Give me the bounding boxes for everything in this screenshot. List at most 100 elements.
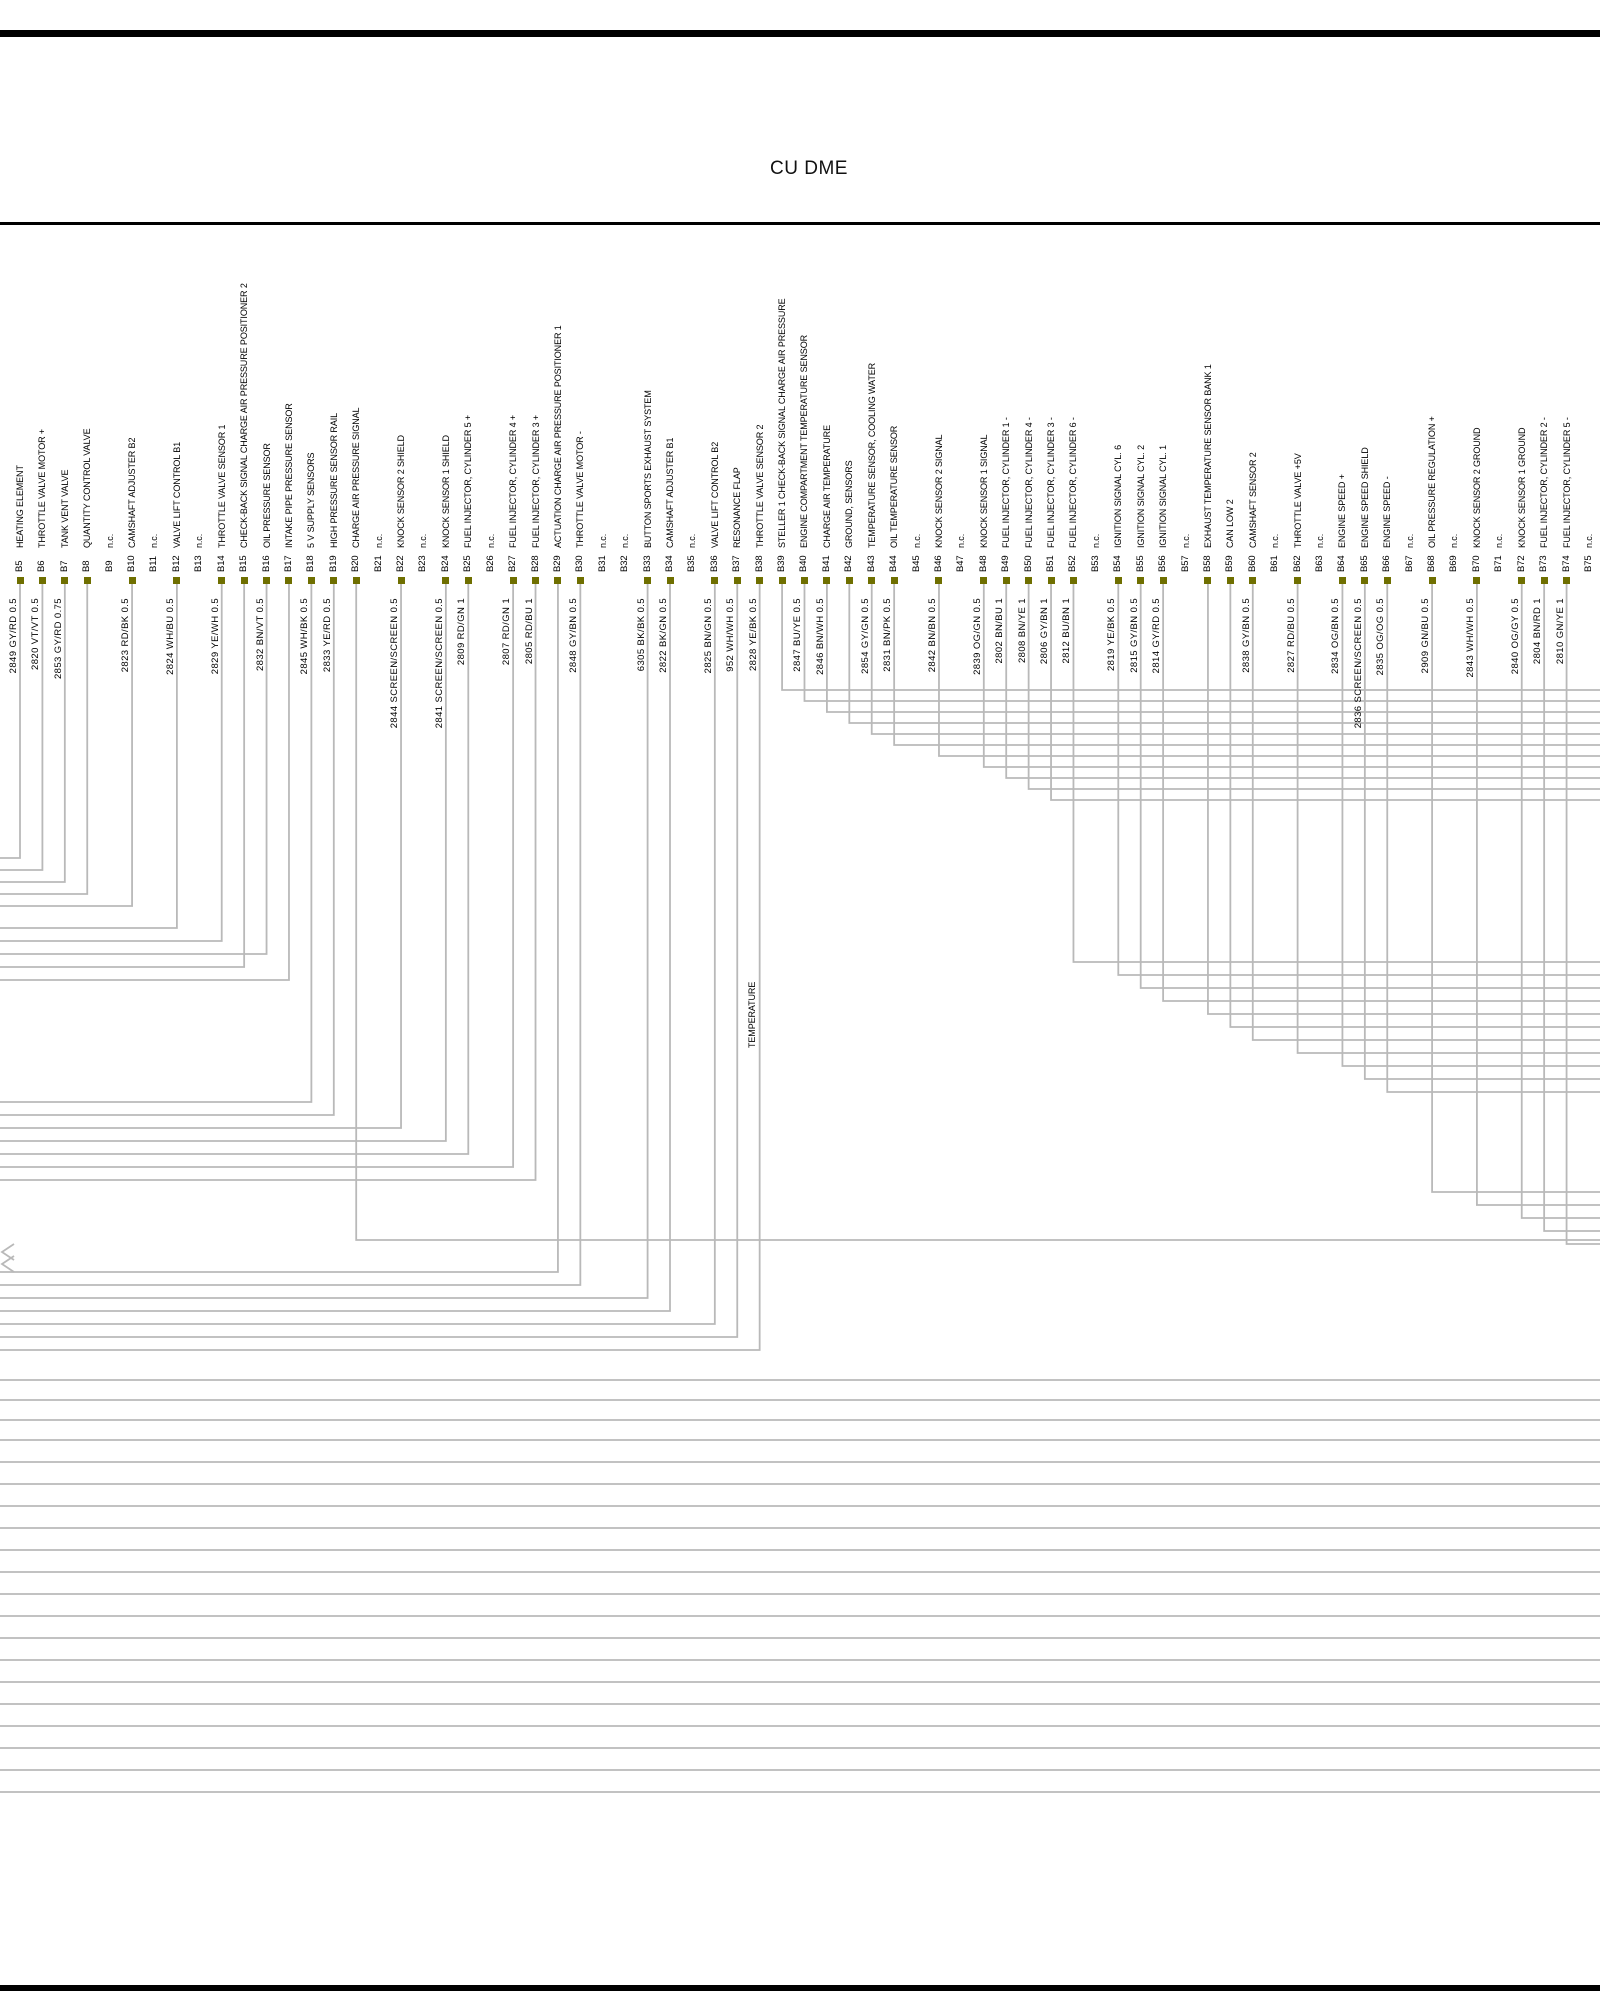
pin-description: n.c. [1090, 533, 1101, 548]
pin-id: B20 [350, 555, 362, 572]
wire-line [0, 584, 290, 981]
wire-line [1072, 584, 1600, 963]
pin-terminal-square [1204, 577, 1212, 584]
wire-line [0, 584, 89, 895]
pin-description: KNOCK SENSOR 1 GROUND [1516, 427, 1527, 548]
wire-line [0, 584, 21, 859]
pin-id: B55 [1134, 555, 1146, 572]
pin-id: B74 [1560, 555, 1572, 572]
pin-id: B16 [260, 555, 272, 572]
pin-id: B48 [977, 555, 989, 572]
pin-description: n.c. [104, 533, 115, 548]
temperature-annotation: TEMPERATURE [747, 981, 757, 1048]
pin-description: FUEL INJECTOR, CYLINDER 5 - [1561, 417, 1572, 548]
wire-line [1050, 584, 1600, 801]
pin-description: FUEL INJECTOR, CYLINDER 3 - [1046, 417, 1057, 548]
wire-line [0, 584, 246, 968]
wire-line [982, 584, 1600, 768]
wire-label: 2844 SCREEN/SCREEN 0.5 [389, 598, 401, 729]
pin-id: B45 [910, 555, 922, 572]
pin-id: B67 [1403, 555, 1415, 572]
pin-id: B23 [417, 555, 429, 572]
wire-line [0, 584, 223, 942]
pin-description: CHARGE AIR PRESSURE SIGNAL [351, 407, 362, 548]
pin-description: OIL TEMPERATURE SENSOR [889, 425, 900, 548]
pin-id: B59 [1224, 555, 1236, 572]
pin-description: ENGINE SPEED SHIELD [1359, 447, 1370, 548]
wire-line [0, 584, 582, 1286]
wire-label: 2802 BN/BU 1 [994, 598, 1006, 664]
pin-description: THROTTLE VALVE SENSOR 2 [754, 424, 765, 548]
pin-id: B65 [1358, 555, 1370, 572]
pin-id: B14 [215, 555, 227, 572]
pin-description: CHECK-BACK SIGNAL CHARGE AIR PRESSURE PO… [239, 283, 250, 548]
wire-label: 2833 YE/RD 0.5 [321, 598, 333, 673]
pin-id: B8 [81, 560, 93, 572]
wire-line [0, 584, 761, 1351]
pin-description: n.c. [149, 533, 160, 548]
pin-description: STELLER 1 CHECK-BACK SIGNAL CHARGE AIR P… [777, 298, 788, 548]
wire-line [1543, 584, 1600, 1232]
wire-label: 2841 SCREEN/SCREEN 0.5 [433, 598, 445, 729]
pin-description: FUEL INJECTOR, CYLINDER 2 - [1539, 417, 1550, 548]
pin-description: VALVE LIFT CONTROL B1 [171, 441, 182, 548]
wire-line [1117, 584, 1600, 976]
pin-id: B21 [372, 555, 384, 572]
wire-label: 2846 BN/WH 0.5 [814, 598, 826, 675]
pin-description: IGNITION SIGNAL CYL. 1 [1158, 445, 1169, 548]
pin-terminal-square [464, 577, 472, 584]
wire-line [1565, 584, 1600, 1245]
pin-id: B53 [1089, 555, 1101, 572]
pin-terminal-square [1002, 577, 1010, 584]
top-rule [0, 30, 1600, 37]
wire-line [870, 584, 1600, 735]
pin-terminal-square [935, 577, 943, 584]
pin-terminal-square [1473, 577, 1481, 584]
wire-line [1431, 584, 1600, 1193]
pin-terminal-square [1294, 577, 1302, 584]
wire-label: 2854 GY/GN 0.5 [859, 598, 871, 674]
pin-terminal-square [1361, 577, 1369, 584]
wire-line [0, 584, 537, 1181]
wire-label: 2809 RD/GN 1 [456, 598, 468, 666]
pin-id: B34 [664, 555, 675, 572]
pin-id: B18 [305, 555, 317, 572]
wire-label: 2805 RD/BU 1 [523, 598, 535, 665]
pin-terminal-square [16, 577, 24, 584]
pin-terminal-square [1114, 577, 1122, 584]
wire-label: 2849 GY/RD 0.5 [8, 598, 19, 674]
wire-label: 2842 BN/BN 0.5 [926, 598, 938, 673]
pin-id: B6 [36, 560, 48, 572]
pin-description: CAMSHAFT ADJUSTER B2 [127, 437, 138, 548]
pin-terminal-square [1159, 577, 1167, 584]
pin-terminal-square [554, 577, 562, 584]
pin-id: B30 [574, 555, 586, 572]
pin-terminal-square [733, 577, 741, 584]
wire-label: 2848 GY/BN 0.5 [568, 598, 580, 673]
pin-description: FUEL INJECTOR, CYLINDER 4 + [508, 414, 519, 548]
wire-line [1296, 584, 1600, 1054]
wire-line [0, 584, 268, 955]
pin-terminal-square [38, 577, 46, 584]
pin-id: B40 [798, 555, 810, 572]
wire-line [0, 584, 313, 1103]
pin-description: n.c. [373, 533, 384, 548]
pin-id: B50 [1022, 555, 1034, 572]
pin-description: IGNITION SIGNAL CYL. 6 [1113, 445, 1124, 548]
pin-description: KNOCK SENSOR 2 GROUND [1471, 427, 1482, 548]
pin-description: n.c. [911, 533, 922, 548]
pin-description: CAN LOW 2 [1225, 499, 1236, 548]
pin-id: B60 [1246, 555, 1258, 572]
wire-label: 2804 BN/RD 1 [1532, 598, 1544, 665]
pin-terminal-square [756, 577, 764, 584]
pin-description: n.c. [1270, 533, 1281, 548]
wire-label: 2810 GN/YE 1 [1554, 598, 1566, 665]
wire-label: 2822 BK/GN 0.5 [658, 598, 669, 673]
pin-description: KNOCK SENSOR 1 SIGNAL [978, 434, 989, 548]
wire-label: 2843 WH/WH 0.5 [1464, 598, 1476, 678]
wire-label: 2845 WH/BK 0.5 [299, 598, 311, 675]
wire-line [1520, 584, 1600, 1219]
pin-description: n.c. [194, 533, 205, 548]
wire-line [0, 584, 447, 1142]
wire-label: 2831 BN/PK 0.5 [882, 598, 894, 672]
